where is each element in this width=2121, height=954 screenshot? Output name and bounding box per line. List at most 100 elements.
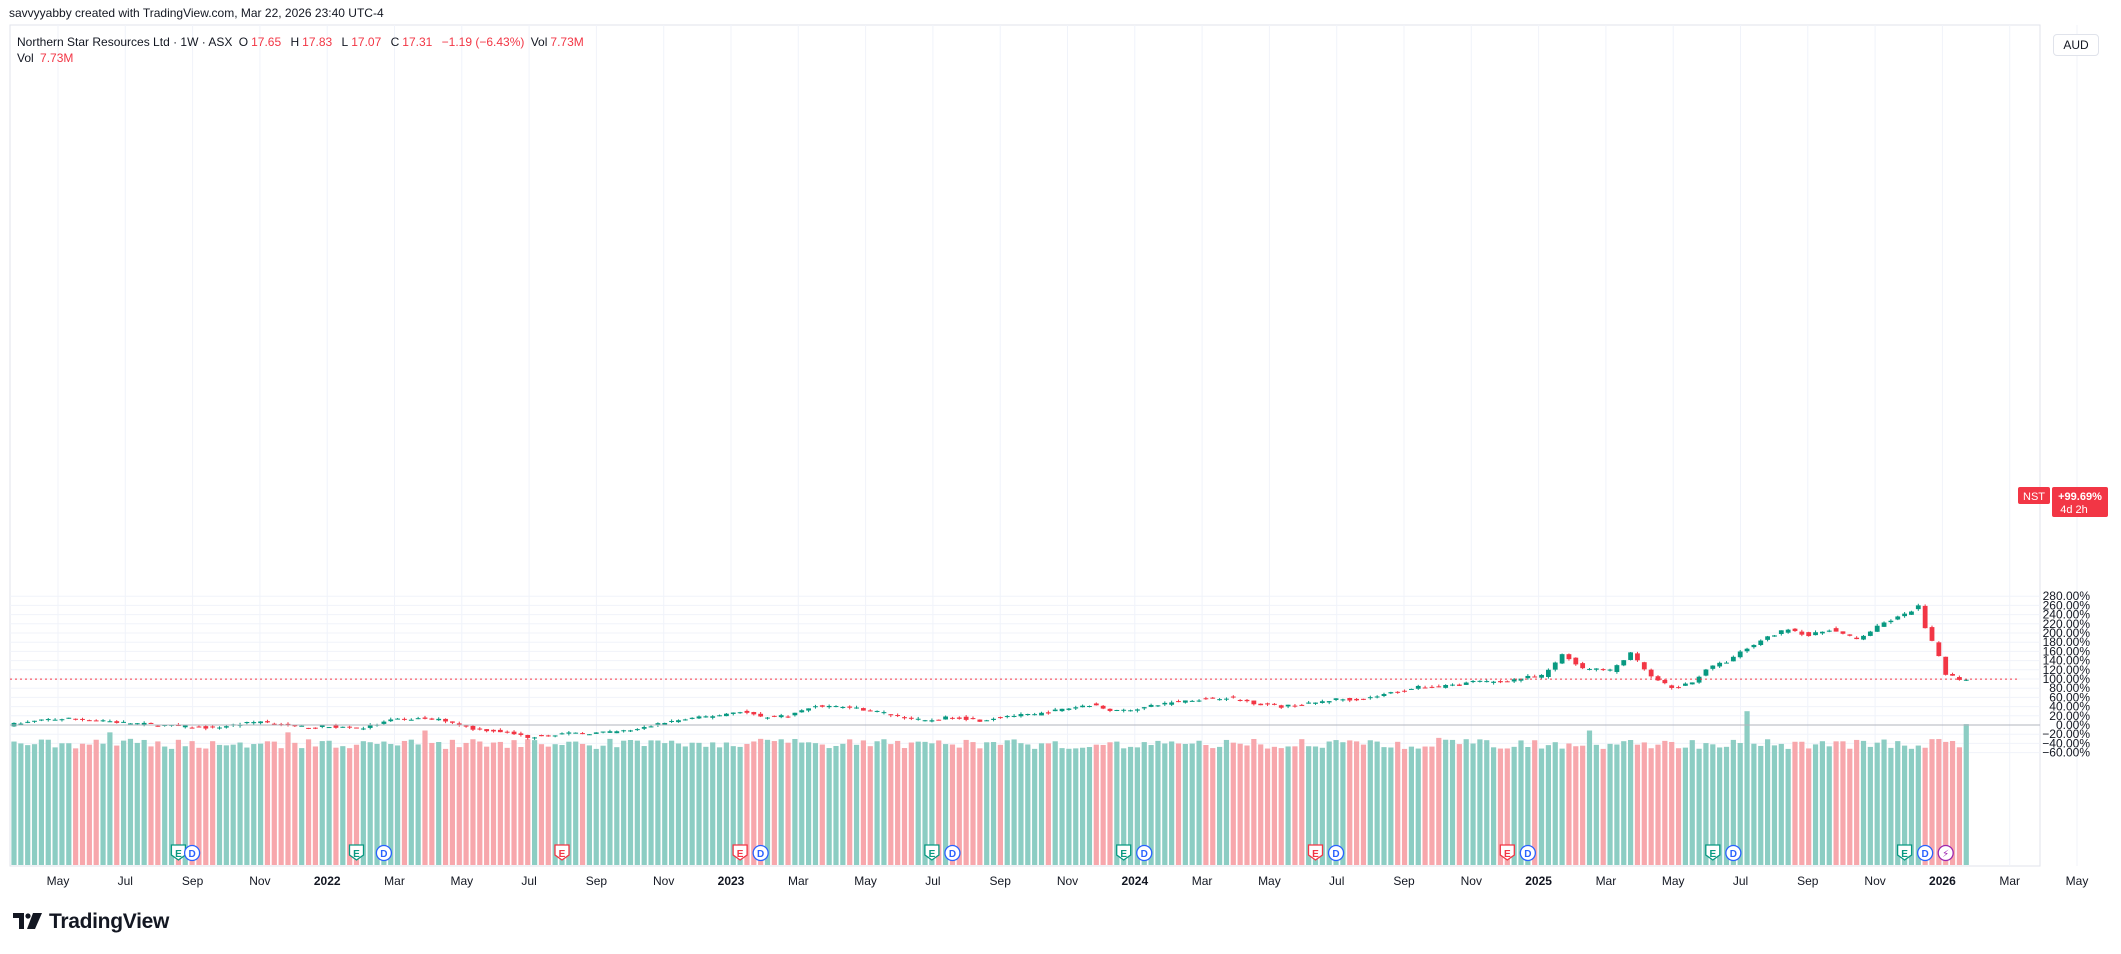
volume-bar: [1778, 743, 1784, 865]
volume-bar: [730, 746, 736, 865]
candle-body: [1772, 635, 1777, 637]
volume-bar: [1477, 739, 1483, 865]
candle-body: [669, 720, 674, 722]
candle-body: [1676, 687, 1681, 689]
candle-body: [1032, 714, 1038, 716]
volume-bar: [744, 743, 750, 865]
candle-body: [477, 728, 483, 730]
candle-body: [360, 728, 366, 730]
volume-bar: [1436, 737, 1442, 865]
candle-body: [1546, 669, 1551, 677]
candle-body: [1182, 700, 1188, 703]
candle-body: [970, 718, 976, 720]
x-tick-label: May: [450, 874, 473, 888]
volume-bar: [1669, 741, 1675, 865]
dividend-marker: D: [1725, 844, 1742, 862]
candle-body: [141, 722, 147, 725]
volume-bar: [1504, 748, 1510, 865]
x-tick-label: Nov: [1864, 874, 1885, 888]
candle-body: [292, 725, 298, 727]
volume-bar: [1292, 746, 1298, 865]
volume-bar: [333, 747, 339, 865]
candle-body: [1073, 707, 1079, 709]
volume-bar: [949, 744, 956, 865]
volume-bar: [888, 744, 894, 865]
candle-body: [648, 726, 654, 728]
candle-body: [532, 737, 537, 739]
volume-bar: [915, 741, 921, 865]
volume-bar: [895, 740, 901, 865]
marker-shape: [1116, 844, 1132, 861]
dividend-marker: D: [1917, 844, 1934, 862]
volume-bar: [847, 739, 853, 865]
marker-shape: [1896, 844, 1913, 861]
time-axis[interactable]: May Jul Sep Nov 2022 Mar May Jul Sep Nov 2023 Mar Ma…: [47, 874, 2089, 888]
volume-bar: [1936, 739, 1942, 865]
volume-bar: [1340, 742, 1346, 865]
candle-body: [1299, 704, 1305, 706]
candle-body: [950, 717, 955, 719]
tradingview-brand[interactable]: TradingView: [13, 910, 169, 934]
candle-body: [1840, 631, 1846, 634]
candle-body: [1936, 642, 1942, 657]
candle-body: [1552, 662, 1558, 670]
symbol-info[interactable]: Northern Star Resources Ltd · 1W · ASX: [17, 35, 233, 49]
volume-bar: [353, 744, 360, 865]
volume-bar: [737, 746, 743, 865]
x-tick-label: Sep: [1797, 874, 1819, 888]
candle-body: [1354, 698, 1359, 701]
marker-label: E: [737, 849, 744, 860]
volume-bar: [799, 742, 805, 865]
volume-bar: [1538, 748, 1545, 865]
volume-bar: [1628, 739, 1634, 865]
volume-bar: [1559, 748, 1565, 865]
y-tick-label: 220.00%: [2043, 617, 2091, 631]
volume-bar: [367, 742, 373, 865]
volume-bar: [532, 740, 538, 865]
volume-bar: [1723, 746, 1730, 865]
marker-shape: [1917, 844, 1934, 862]
earnings-marker: E: [1116, 844, 1132, 861]
marker-shape: [1937, 844, 1954, 862]
candle-body: [456, 723, 462, 726]
candle-body: [895, 715, 901, 717]
volume-indicator-label[interactable]: Vol: [17, 51, 34, 65]
candle-body: [525, 734, 531, 738]
volume-bar: [1799, 741, 1805, 865]
volume-bar: [1922, 747, 1928, 865]
price-axis[interactable]: 280.00%260.00%240.00%220.00%200.00%180.0…: [2042, 589, 2090, 759]
candle-body: [908, 717, 914, 719]
volume-bar: [771, 741, 777, 865]
candle-body: [388, 719, 394, 722]
candle-body: [504, 731, 510, 733]
candle-body: [1703, 669, 1709, 676]
dividend-marker: D: [1136, 844, 1153, 862]
marker-shape: [752, 844, 769, 862]
volume-bar: [1381, 747, 1387, 865]
volume-bar: [1929, 739, 1935, 865]
legend: Northern Star Resources Ltd · 1W · ASX O…: [17, 34, 590, 66]
x-tick-label: May: [1662, 874, 1685, 888]
candle-body: [1100, 705, 1106, 709]
volume-bar: [1278, 748, 1284, 865]
volume-bar: [833, 745, 839, 865]
volume-bar: [1826, 746, 1832, 865]
candle-body: [1881, 622, 1887, 627]
volume-bar: [395, 745, 401, 865]
volume-bar: [155, 741, 161, 865]
currency-button[interactable]: AUD: [2053, 34, 2099, 56]
candle-body: [977, 719, 983, 722]
candle-body: [107, 721, 113, 723]
candle-body: [1833, 628, 1839, 632]
volume-bar: [196, 747, 202, 865]
volume-bar: [1819, 741, 1825, 865]
candle-body: [1504, 681, 1510, 683]
y-tick-label: 260.00%: [2043, 598, 2091, 612]
volume-bar: [1073, 748, 1079, 865]
y-tick-label: 40.00%: [2049, 700, 2090, 714]
volume-bar: [901, 748, 908, 865]
event-markers[interactable]: E D E D E E D E D E D E D E D E D E D ⚡: [170, 844, 1954, 862]
candle-body: [1525, 675, 1531, 679]
volume-bar: [1162, 743, 1168, 865]
